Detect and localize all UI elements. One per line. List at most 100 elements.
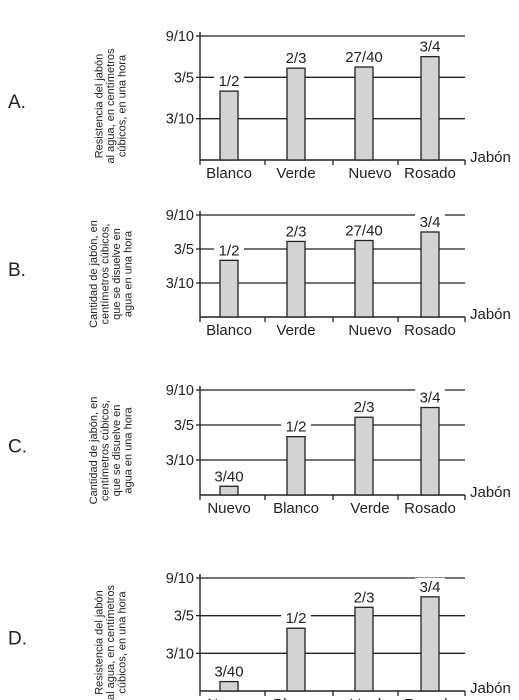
data-label: 2/3 xyxy=(286,223,307,240)
y-axis-title-line: al agua, en centímetros xyxy=(105,585,117,700)
data-label: 3/4 xyxy=(420,39,441,56)
data-label: 2/3 xyxy=(354,399,375,416)
x-tick-label: Blanco xyxy=(206,322,252,339)
data-label-background xyxy=(281,222,311,239)
y-axis-title-line: Resistencia del jabón xyxy=(94,590,106,695)
y-tick-label: 3/10 xyxy=(166,646,194,662)
y-axis-title-line: Resistencia del jabón xyxy=(94,54,106,159)
y-axis-title: Resistencia del jabónal agua, en centíme… xyxy=(94,585,129,700)
bar-nuevo xyxy=(354,239,374,318)
y-tick-label: 3/10 xyxy=(166,112,194,128)
data-label-background xyxy=(340,221,388,238)
y-axis-title-line: que se disuelve en xyxy=(111,228,123,320)
x-tick-label: Verde xyxy=(276,165,315,182)
y-tick-label: 3/5 xyxy=(174,609,194,625)
data-label: 1/2 xyxy=(219,242,240,259)
bar-blanco xyxy=(219,90,239,161)
data-label-background xyxy=(415,37,445,54)
x-axis-title: Jabón xyxy=(470,484,511,501)
data-label-background xyxy=(349,398,379,415)
data-label: 3/40 xyxy=(214,468,243,485)
data-label: 2/3 xyxy=(286,50,307,67)
y-axis-title-line: centímetros cúbicos, xyxy=(99,400,111,501)
data-label: 3/40 xyxy=(214,664,243,681)
data-label: 1/2 xyxy=(219,73,240,90)
bar-nuevo xyxy=(219,680,239,692)
data-label-background xyxy=(349,588,379,605)
bar-verde xyxy=(354,416,374,496)
bar-rosado xyxy=(420,406,440,496)
bar-blanco xyxy=(286,627,306,692)
x-tick-label: Rosado xyxy=(404,165,456,182)
x-tick-label: Nuevo xyxy=(348,165,391,182)
y-axis-title-line: Cantidad de jabón, en xyxy=(88,397,100,505)
y-axis-title: Cantidad de jabón, encentímetros cúbicos… xyxy=(88,220,135,328)
data-label-background xyxy=(209,467,249,484)
x-tick-label: Nuevo xyxy=(207,696,250,700)
x-tick-label: Verde xyxy=(350,500,389,517)
data-label-background xyxy=(281,417,311,434)
y-tick-label: 9/10 xyxy=(166,29,194,45)
y-tick-label: 9/10 xyxy=(166,383,194,399)
data-label: 27/40 xyxy=(345,223,383,240)
x-tick-label: Blanco xyxy=(273,500,319,517)
y-axis-title-line: centímetros cúbicos, xyxy=(99,224,111,325)
panel-letter: D. xyxy=(8,629,27,650)
x-tick-label: Rosado xyxy=(404,322,456,339)
x-tick-label: Blanco xyxy=(206,165,252,182)
x-axis-title: Jabón xyxy=(470,680,511,697)
bar-blanco xyxy=(286,436,306,496)
data-label-background xyxy=(415,213,445,229)
y-axis-title: Cantidad de jabón, encentímetros cúbicos… xyxy=(88,397,135,505)
bar-verde xyxy=(354,606,374,692)
data-label-background xyxy=(209,662,249,679)
bar-blanco xyxy=(219,259,239,318)
y-axis-title-line: Cantidad de jabón, en xyxy=(88,220,100,328)
data-label: 3/4 xyxy=(420,214,441,231)
y-tick-label: 3/10 xyxy=(166,276,194,292)
bar-rosado xyxy=(420,231,440,318)
x-tick-label: Nuevo xyxy=(348,322,391,339)
data-label-background xyxy=(214,241,244,258)
y-axis-title-line: cúbicos, en una hora xyxy=(117,591,129,694)
chart-panel-3: C. Cantidad de jabón, encentímetros cúbic… xyxy=(8,383,511,517)
data-label: 1/2 xyxy=(286,610,307,627)
x-tick-label: Nuevo xyxy=(207,500,250,517)
y-axis-title: Resistencia del jabónal agua, en centíme… xyxy=(94,48,129,163)
data-label: 2/3 xyxy=(354,589,375,606)
chart-panel-2: B. Cantidad de jabón, encentímetros cúbic… xyxy=(8,208,511,339)
data-label-background xyxy=(214,72,244,89)
bar-rosado xyxy=(420,56,440,161)
bar-verde xyxy=(286,240,306,318)
x-tick-label: Rosado xyxy=(404,696,456,700)
data-label: 1/2 xyxy=(286,419,307,436)
y-tick-label: 9/10 xyxy=(166,208,194,224)
data-label-background xyxy=(415,388,445,405)
y-axis-title-line: agua en una hora xyxy=(122,406,134,493)
x-axis-title: Jabón xyxy=(470,306,511,323)
y-tick-label: 3/5 xyxy=(174,70,194,86)
bar-rosado xyxy=(420,596,440,692)
y-tick-label: 3/5 xyxy=(174,242,194,258)
y-tick-label: 3/10 xyxy=(166,453,194,469)
x-tick-label: Verde xyxy=(350,696,389,700)
data-label-background xyxy=(281,609,311,626)
x-axis-title: Jabón xyxy=(470,149,511,166)
data-label: 27/40 xyxy=(345,49,383,66)
data-label-background xyxy=(281,49,311,66)
panel-letter: B. xyxy=(8,260,26,281)
x-tick-label: Verde xyxy=(276,322,315,339)
x-tick-label: Blanco xyxy=(273,696,319,700)
y-tick-label: 3/5 xyxy=(174,418,194,434)
data-label-background xyxy=(415,577,445,594)
data-label: 3/4 xyxy=(420,579,441,596)
panel-letter: C. xyxy=(8,437,27,458)
chart-panel-1: A. Resistencia del jabónal agua, en centí… xyxy=(8,29,511,182)
chart-panel-4: D. Resistencia del jabónal agua, en centí… xyxy=(8,571,511,700)
bar-nuevo xyxy=(219,485,239,496)
data-label-background xyxy=(340,48,388,64)
y-axis-title-line: agua en una hora xyxy=(122,230,134,317)
bar-nuevo xyxy=(354,66,374,161)
data-label: 3/4 xyxy=(420,390,441,407)
x-tick-label: Rosado xyxy=(404,500,456,517)
